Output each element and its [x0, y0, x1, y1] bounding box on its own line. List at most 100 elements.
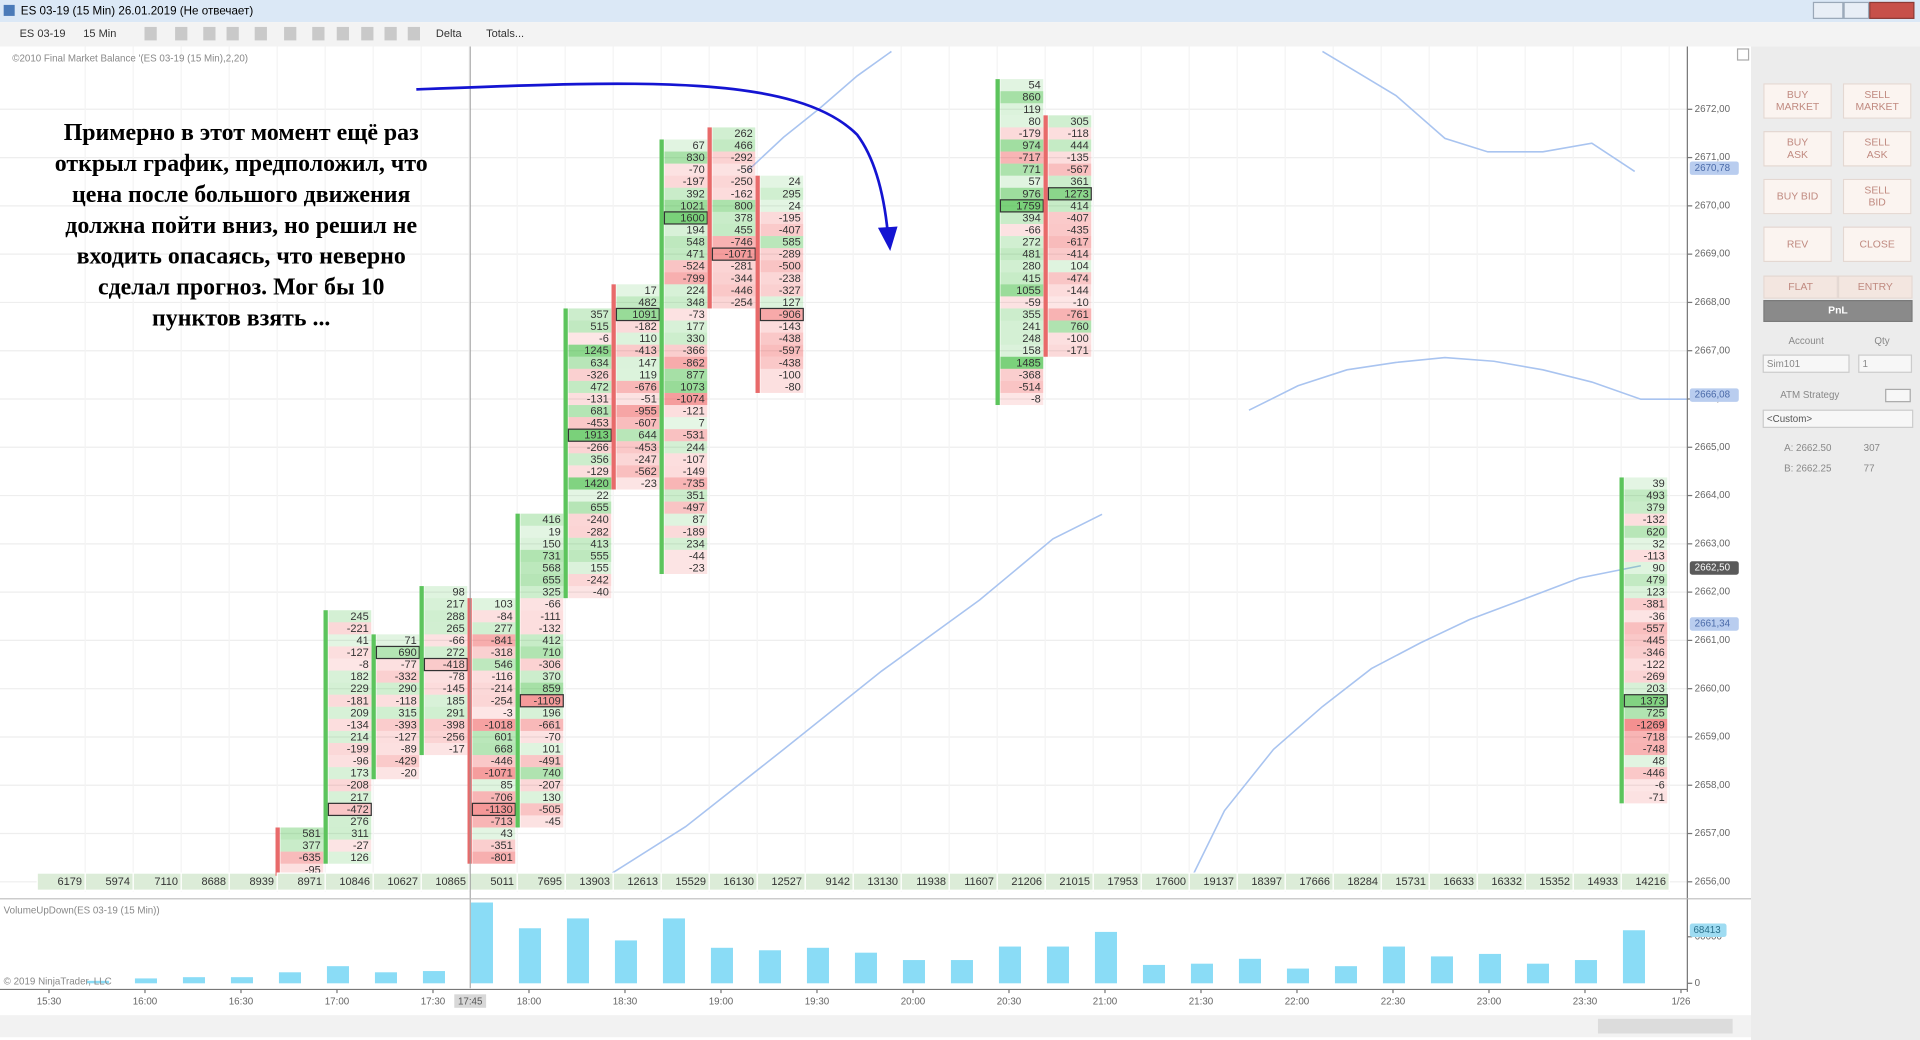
footprint-cell: [616, 308, 660, 321]
atm-edit[interactable]: [1885, 388, 1911, 403]
annotation-line: входить опасаясь, что неверно: [77, 244, 406, 270]
y-tick-label: 2667,00: [1695, 345, 1731, 356]
footprint-cell: [1048, 296, 1092, 309]
footprint-value: 291: [446, 707, 464, 719]
footprint-cell: [1624, 755, 1668, 768]
footprint-cell: [712, 127, 756, 140]
annotation: Примерно в этот момент ещё раз открыл гра…: [55, 120, 428, 331]
footprint-cell: [1000, 260, 1044, 273]
footprint-value: -100: [1067, 333, 1089, 345]
footprint-cell: [424, 706, 468, 719]
footprint-value: 361: [1070, 176, 1088, 188]
volume-bar: [614, 940, 637, 984]
atm-select[interactable]: [1762, 409, 1914, 428]
footprint-cell: [664, 380, 708, 393]
mode-selector[interactable]: Delta: [436, 28, 463, 40]
panel-toggle[interactable]: [1736, 48, 1750, 61]
footprint-value: -597: [779, 345, 801, 357]
footprint-value: -438: [779, 357, 801, 369]
footprint-value: -344: [731, 273, 753, 285]
footprint-cell: [568, 453, 612, 466]
footprint-value: -453: [587, 418, 609, 430]
footprint-cell: [1624, 489, 1668, 502]
order-button[interactable]: SELL BID: [1842, 178, 1912, 215]
order-button[interactable]: BUY BID: [1763, 178, 1832, 215]
footprint-cell: [376, 670, 420, 683]
scrollbar[interactable]: [0, 1015, 1752, 1038]
footprint-value: -266: [587, 442, 609, 454]
footprint-cell: [1000, 380, 1044, 393]
footprint-value: -66: [449, 635, 465, 647]
minimize-button[interactable]: [1812, 1, 1844, 19]
order-button[interactable]: REV: [1763, 226, 1832, 263]
account-select[interactable]: [1762, 354, 1850, 373]
footprint-value: -1071: [725, 249, 753, 261]
last-value-marker: [1689, 923, 1727, 937]
footprint-value: 355: [1022, 309, 1040, 321]
footprint-cell: [1624, 742, 1668, 756]
footprint-value: -51: [641, 394, 657, 406]
pnl-tab[interactable]: PnL: [1763, 300, 1913, 323]
footprint-cell: [520, 598, 564, 611]
order-button[interactable]: BUY ASK: [1763, 131, 1832, 167]
footprint-cell: [568, 392, 612, 406]
price-marker: [1689, 161, 1739, 175]
footprint-value: -332: [395, 671, 417, 683]
footprint-cell: [1000, 175, 1044, 188]
footprint-cell: [568, 561, 612, 575]
footprint-value: -8: [359, 659, 369, 671]
order-button[interactable]: SELL ASK: [1842, 131, 1912, 167]
footprint-value: -162: [731, 188, 753, 200]
footprint-value: -44: [689, 550, 705, 562]
y-tick-label: 2664,00: [1695, 490, 1731, 501]
footprint-cell: [424, 694, 468, 707]
poc-box: [327, 802, 372, 817]
pnl-tab-box: PnL: [1763, 300, 1913, 323]
footprint-cell: [1000, 356, 1044, 369]
footprint-value: -144: [1067, 285, 1089, 297]
totals-selector[interactable]: Totals...: [486, 28, 524, 40]
order-button[interactable]: SELL MARKET: [1842, 83, 1912, 119]
instrument-selector[interactable]: ES 03-19: [20, 28, 66, 40]
footprint-value: -801: [491, 852, 513, 864]
entry-button[interactable]: ENTRY: [1837, 275, 1913, 299]
footprint-cell: [664, 465, 708, 478]
footprint-value: -70: [545, 731, 561, 743]
close-button[interactable]: [1869, 1, 1915, 19]
period-selector[interactable]: 15 Min: [83, 28, 116, 40]
footprint-cell: [616, 453, 660, 466]
qty-input[interactable]: [1858, 354, 1913, 373]
maximize-button[interactable]: [1843, 1, 1870, 19]
time-axis: 15:30 16:00 16:30 17:00 17:30 18:00 18:30 19:00…: [37, 989, 1691, 1008]
footprint-value: 229: [350, 683, 368, 695]
volume-bar: [230, 977, 253, 984]
footprint-value: -20: [401, 768, 417, 780]
footprint-cell: [760, 332, 804, 345]
volume-bar: [950, 960, 973, 984]
footprint-value: -491: [539, 756, 561, 768]
volume-total: 17666: [1299, 876, 1330, 888]
candle: [563, 308, 568, 599]
order-button[interactable]: BUY MARKET: [1763, 83, 1832, 119]
footprint-value: -414: [1067, 249, 1089, 261]
footprint-value: 217: [446, 599, 464, 611]
footprint-cell: [280, 839, 324, 852]
footprint-value: 830: [686, 152, 704, 164]
scroll-thumb[interactable]: [1597, 1018, 1733, 1034]
flat-button[interactable]: FLAT: [1763, 275, 1838, 299]
order-button[interactable]: CLOSE: [1842, 226, 1912, 263]
footprint-value: 119: [639, 369, 657, 381]
footprint-value: -27: [353, 840, 369, 852]
footprint-value: 370: [542, 671, 560, 683]
footprint-cell: [664, 405, 708, 418]
footprint-cell: [664, 211, 708, 224]
annotation-line: цена после большого движения: [72, 182, 410, 208]
footprint-value: 290: [398, 683, 416, 695]
footprint-value: 276: [350, 816, 368, 828]
footprint-cell: [520, 779, 564, 792]
footprint-value: -207: [539, 780, 561, 792]
footprint-value: 1073: [680, 381, 705, 393]
footprint-cell: [712, 248, 756, 261]
watermark: ©2010 Final Market Balance '(ES 03-19 (1…: [12, 53, 248, 64]
footprint-cell: [520, 791, 564, 804]
